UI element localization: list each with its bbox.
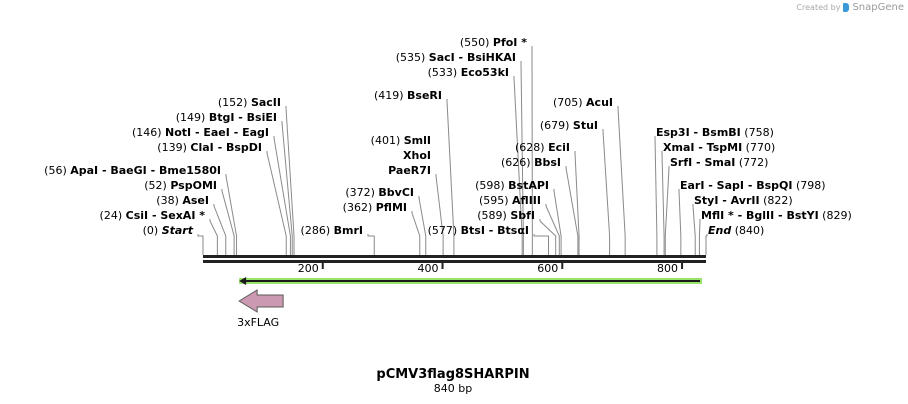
- cut-site-line: [520, 61, 524, 255]
- cut-site-line: [574, 151, 580, 255]
- cut-site-line: [678, 189, 682, 255]
- cut-site-label[interactable]: (139) ClaI - BspDI: [157, 141, 262, 154]
- cut-site-label[interactable]: (362) PflMI: [343, 201, 407, 214]
- cut-site-label[interactable]: MflI * - BglII - BstYI (829): [701, 209, 852, 222]
- cut-site-label[interactable]: (146) NotI - EaeI - EagI: [132, 126, 269, 139]
- cut-site-line: [281, 121, 293, 255]
- cut-site-line: [197, 234, 204, 255]
- cut-site-line: [617, 106, 626, 255]
- tick-mark: [321, 263, 324, 269]
- cut-site-label[interactable]: (626) BbsI: [501, 156, 561, 169]
- cut-site-label[interactable]: (152) SacII: [218, 96, 281, 109]
- orf-arrowhead-icon: [239, 277, 247, 285]
- cut-site-label[interactable]: (419) BseRI: [374, 89, 442, 102]
- cut-site-line: [539, 219, 557, 255]
- credit-brand: SnapGene: [852, 2, 904, 13]
- cut-site-label[interactable]: (589) SbfI: [477, 209, 535, 222]
- cut-site-label[interactable]: (149) BtgI - BsiEI: [176, 111, 277, 124]
- plasmid-length: 840 bp: [434, 382, 472, 395]
- cut-site-line: [705, 234, 708, 255]
- cut-site-line: [367, 234, 375, 255]
- cut-site-label[interactable]: (705) AcuI: [553, 96, 613, 109]
- cut-site-label[interactable]: Esp3I - BsmBI (758): [656, 126, 774, 139]
- cut-site-labels: (0) Start (24) CsiI - SexAI * (38) AseI (52…: [44, 36, 852, 237]
- bottom-strand: [203, 260, 706, 263]
- cut-site-line: [553, 189, 562, 255]
- cut-site-label[interactable]: StyI - AvrII (822): [694, 194, 793, 207]
- cut-site-label[interactable]: (52) PspOMI: [144, 179, 217, 192]
- cut-site-line: [411, 211, 421, 255]
- cut-site-line: [664, 166, 670, 255]
- feature-arrow-3xflag[interactable]: [238, 289, 284, 313]
- cut-site-label[interactable]: (372) BbvCI: [345, 186, 414, 199]
- top-strand: [203, 255, 706, 258]
- cut-site-lines: [197, 46, 708, 255]
- tick-mark: [561, 263, 564, 269]
- cut-site-label[interactable]: XhoI: [403, 149, 431, 162]
- cut-site-label[interactable]: (401) SmlI: [371, 134, 431, 147]
- tick-label: 200: [298, 262, 319, 275]
- tick-label: 400: [418, 262, 439, 275]
- cut-site-label[interactable]: (24) CsiI - SexAI *: [100, 209, 206, 222]
- feature-label-3xflag: 3xFLAG: [237, 316, 279, 329]
- cut-site-label[interactable]: (595) AflIII: [479, 194, 541, 207]
- cut-site-line: [661, 151, 665, 255]
- snapgene-logo-icon: [843, 3, 850, 12]
- cut-site-line: [225, 174, 238, 255]
- cut-site-line: [285, 106, 295, 255]
- cut-site-label[interactable]: (577) BtsI - BtsαI: [428, 224, 529, 237]
- cut-site-line: [213, 204, 227, 255]
- cut-site-line: [545, 204, 560, 255]
- tick-mark: [681, 263, 684, 269]
- cut-site-line: [692, 204, 696, 255]
- cut-site-label[interactable]: EarI - SapI - BspQI (798): [680, 179, 826, 192]
- cut-site-line: [221, 189, 235, 255]
- cut-site-label[interactable]: (535) SacI - BsiHKAI: [396, 51, 516, 64]
- cut-site-line: [565, 166, 579, 255]
- cut-site-label[interactable]: (550) PfoI *: [460, 36, 527, 49]
- cut-site-line: [602, 129, 611, 255]
- ruler-ticks: 200 400 600 800: [298, 262, 684, 275]
- cut-site-label[interactable]: End (840): [708, 224, 764, 237]
- snapgene-credit: Created by SnapGene: [796, 2, 904, 13]
- cut-site-label[interactable]: PaeR7I: [388, 164, 431, 177]
- cut-site-line: [273, 136, 291, 255]
- cut-site-label[interactable]: XmaI - TspMI (770): [663, 141, 775, 154]
- tick-mark: [441, 263, 444, 269]
- cut-site-line: [435, 174, 444, 255]
- cut-site-line: [513, 76, 523, 255]
- cut-site-line: [654, 136, 658, 255]
- cut-site-line: [266, 151, 287, 255]
- cut-site-label[interactable]: (628) EciI: [515, 141, 570, 154]
- cut-site-line: [209, 219, 218, 255]
- cut-site-label[interactable]: SrfI - SmaI (772): [670, 156, 768, 169]
- tick-label: 600: [537, 262, 558, 275]
- cut-site-line: [446, 99, 455, 255]
- cut-site-label[interactable]: (0) Start: [143, 224, 194, 237]
- cut-site-label[interactable]: (679) StuI: [540, 119, 598, 132]
- cut-site-label[interactable]: (56) ApaI - BaeGI - Bme1580I: [44, 164, 221, 177]
- cut-site-line: [698, 219, 701, 255]
- tick-label: 800: [657, 262, 678, 275]
- cut-site-label[interactable]: (598) BstAPI: [475, 179, 549, 192]
- cut-site-line: [533, 234, 550, 255]
- plasmid-name: pCMV3flag8SHARPIN: [376, 367, 529, 382]
- cut-site-label[interactable]: (38) AseI: [156, 194, 209, 207]
- features-track: 3xFLAG: [237, 277, 702, 329]
- cut-site-line: [418, 196, 427, 255]
- cut-site-label[interactable]: (286) BmrI: [301, 224, 363, 237]
- dna-backbone: [203, 255, 706, 263]
- credit-prefix: Created by: [796, 3, 841, 12]
- cut-site-label[interactable]: (533) Eco53kI: [428, 66, 509, 79]
